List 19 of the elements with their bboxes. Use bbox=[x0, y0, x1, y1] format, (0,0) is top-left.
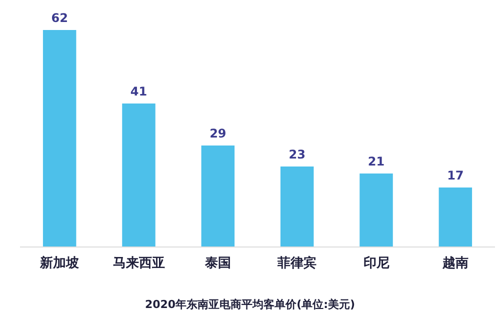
bar bbox=[438, 188, 472, 247]
data-label: 62 bbox=[51, 11, 68, 25]
bar bbox=[42, 30, 76, 247]
data-label: 23 bbox=[288, 148, 306, 162]
x-tick-label: 泰国 bbox=[204, 256, 231, 271]
bar bbox=[201, 146, 235, 247]
x-tick-label: 菲律宾 bbox=[276, 255, 317, 271]
data-label: 17 bbox=[447, 168, 464, 182]
data-label: 21 bbox=[368, 154, 385, 168]
data-label: 41 bbox=[130, 84, 148, 98]
data-label: 29 bbox=[210, 126, 226, 140]
x-axis-title: 2020年东南亚电商平均客单价(单位:美元) bbox=[144, 298, 356, 311]
x-tick-label: 马来西亚 bbox=[112, 256, 165, 271]
bar bbox=[122, 104, 156, 247]
x-tick-label: 新加坡 bbox=[39, 255, 80, 271]
bar bbox=[360, 174, 393, 247]
bar bbox=[280, 166, 314, 247]
x-tick-label: 越南 bbox=[441, 256, 468, 271]
x-tick-label: 印尼 bbox=[363, 255, 390, 271]
